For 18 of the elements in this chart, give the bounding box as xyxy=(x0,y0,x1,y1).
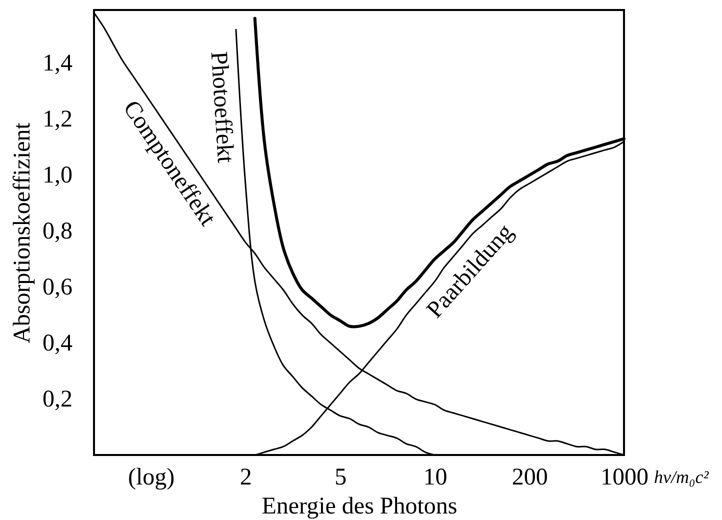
line-series xyxy=(93,12,625,456)
y-tick-label: 0,8 xyxy=(42,218,72,245)
x-tick-label: (log) xyxy=(128,464,175,490)
y-tick-label: 1,0 xyxy=(42,162,72,189)
x-tick-label: 200 xyxy=(512,464,548,490)
x-tick-label: 2 xyxy=(240,464,252,490)
y-tick-label: 0,4 xyxy=(42,330,72,357)
y-tick-label: 1,2 xyxy=(42,106,72,133)
y-axis-title: Absorptionskoeffizient xyxy=(10,122,36,344)
y-tick-label: 0,2 xyxy=(42,386,72,413)
x-tick-label: 1000 xyxy=(600,464,648,490)
text: Photoeffekt xyxy=(205,50,238,164)
x-axis-title: Energie des Photons xyxy=(262,494,458,520)
x-tick-label: 10 xyxy=(423,464,448,490)
x-tick-label: 5 xyxy=(334,464,347,490)
y-tick-label: 1,4 xyxy=(42,50,72,77)
y-tick-label: 0,6 xyxy=(42,274,72,301)
text: hν/m₀c² xyxy=(654,467,710,487)
